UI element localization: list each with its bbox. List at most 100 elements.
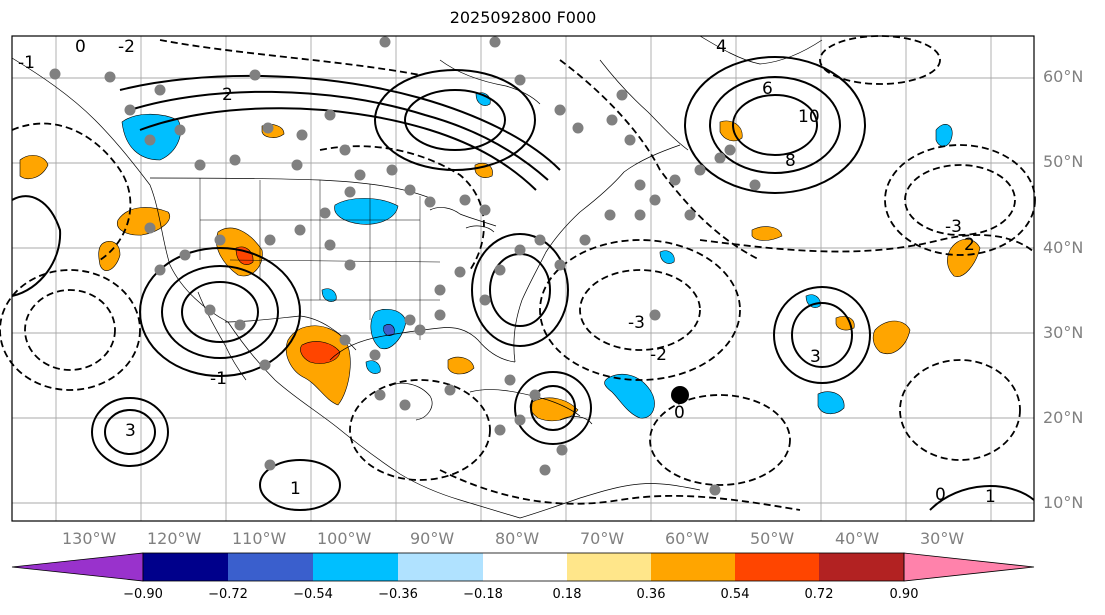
contour-line	[684, 56, 866, 194]
station-dot	[606, 114, 618, 126]
colorbar-tick-label: 0.36	[636, 587, 666, 602]
great-lakes	[429, 207, 497, 233]
lon-label-90w: 90°W	[410, 529, 455, 548]
station-dot	[534, 234, 546, 246]
station-dot	[264, 234, 276, 246]
contour-line	[884, 144, 1036, 256]
contour-line	[732, 94, 818, 156]
station-dot	[174, 124, 186, 136]
station-dot	[104, 71, 116, 83]
colorbar-underflow-segment	[11, 552, 144, 582]
labrador-coast	[599, 59, 689, 151]
station-dot	[649, 194, 661, 206]
station-dot	[259, 359, 271, 371]
contour-label: 10	[798, 107, 820, 127]
lon-label-70w: 70°W	[580, 529, 625, 548]
contour-label: -2	[118, 37, 135, 57]
station-dot	[649, 309, 661, 321]
plot-title: 2025092800 F000	[449, 8, 597, 27]
contour-label: -2	[650, 345, 667, 365]
station-dot	[749, 179, 761, 191]
negative-anomaly-region	[935, 124, 953, 147]
dashed-contours	[0, 35, 1036, 511]
contour-line	[791, 302, 853, 368]
colorbar-tick-label: −0.90	[123, 587, 163, 602]
contour-line	[649, 394, 791, 486]
south-america-coast	[519, 483, 701, 519]
station-dot	[344, 186, 356, 198]
station-dot	[262, 122, 274, 134]
station-dot	[386, 164, 398, 176]
station-dot	[49, 68, 61, 80]
contour-line	[129, 90, 549, 181]
station-dot	[249, 69, 261, 81]
station-dot	[296, 129, 308, 141]
contour-label: 4	[716, 37, 727, 57]
contour-line	[349, 379, 491, 481]
contour-label: 6	[762, 79, 773, 99]
contour-label: 0	[75, 37, 86, 57]
colorbar-segment	[313, 553, 398, 581]
lon-label-110w: 110°W	[232, 529, 287, 548]
lat-label-60n: 60°N	[1043, 67, 1084, 86]
contour-line	[439, 469, 801, 511]
lon-label-60w: 60°W	[665, 529, 710, 548]
contour-label: -3	[945, 217, 962, 237]
station-dot	[624, 134, 636, 146]
station-dot	[479, 204, 491, 216]
contour-line	[181, 281, 259, 343]
us-canada-border	[149, 177, 431, 199]
lon-label-80w: 80°W	[495, 529, 540, 548]
lon-label-40w: 40°W	[835, 529, 880, 548]
colorbar-tick-label: 0.18	[552, 587, 582, 602]
station-dot	[399, 399, 411, 411]
contour-line	[11, 195, 62, 297]
positive-anomaly-region	[447, 356, 475, 375]
station-dot	[604, 209, 616, 221]
station-dot	[354, 169, 366, 181]
gulf-coast	[329, 327, 516, 363]
contour-label: 3	[125, 421, 136, 441]
station-dot	[339, 144, 351, 156]
target-marker	[671, 386, 689, 404]
contour-line	[259, 459, 341, 511]
station-dot	[144, 134, 156, 146]
lon-label-50w: 50°W	[750, 529, 795, 548]
map-frame	[11, 35, 1035, 522]
station-dot	[714, 152, 726, 164]
contour-label: 8	[785, 151, 796, 171]
east-coast	[513, 144, 681, 363]
station-dot	[144, 222, 156, 234]
station-dot	[579, 234, 591, 246]
contour-line	[24, 289, 116, 371]
station-dot	[554, 104, 566, 116]
contour-label: 1	[985, 487, 996, 507]
positive-anomaly-region	[947, 238, 981, 277]
station-dot	[616, 89, 628, 101]
station-dot	[324, 109, 336, 121]
station-dot	[434, 284, 446, 296]
contour-line	[104, 409, 156, 455]
baja-california	[197, 291, 247, 381]
station-dot	[489, 36, 501, 48]
colorbar-tick-label: 0.72	[804, 587, 834, 602]
station-dot	[434, 309, 446, 321]
contour-line	[11, 122, 132, 261]
contour-line	[404, 89, 506, 151]
station-dot	[514, 74, 526, 86]
lon-label-30w: 30°W	[920, 529, 965, 548]
station-dot	[379, 36, 391, 48]
contour-label: -3	[628, 313, 645, 333]
colorbar-tick-label: −0.72	[208, 587, 248, 602]
station-dot	[324, 239, 336, 251]
contour-label: 3	[810, 347, 821, 367]
lat-label-50n: 50°N	[1043, 152, 1084, 171]
station-dot	[494, 264, 506, 276]
lat-label-10n: 10°N	[1043, 493, 1084, 512]
station-dot	[214, 234, 226, 246]
contour-label: 2	[964, 235, 975, 255]
contour-line	[319, 145, 485, 271]
contour-line	[904, 164, 1016, 236]
colorbar-overflow-segment	[903, 552, 1035, 582]
contour-labels: 0 -2 -1 2 4 6 8 10 -3 3 1 0 -2 2 -3 3 1 …	[18, 37, 996, 507]
